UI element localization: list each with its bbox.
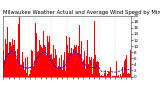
Text: Milwaukee Weather Actual and Average Wind Speed by Minute mph (Last 24 Hours): Milwaukee Weather Actual and Average Win…	[3, 10, 160, 15]
